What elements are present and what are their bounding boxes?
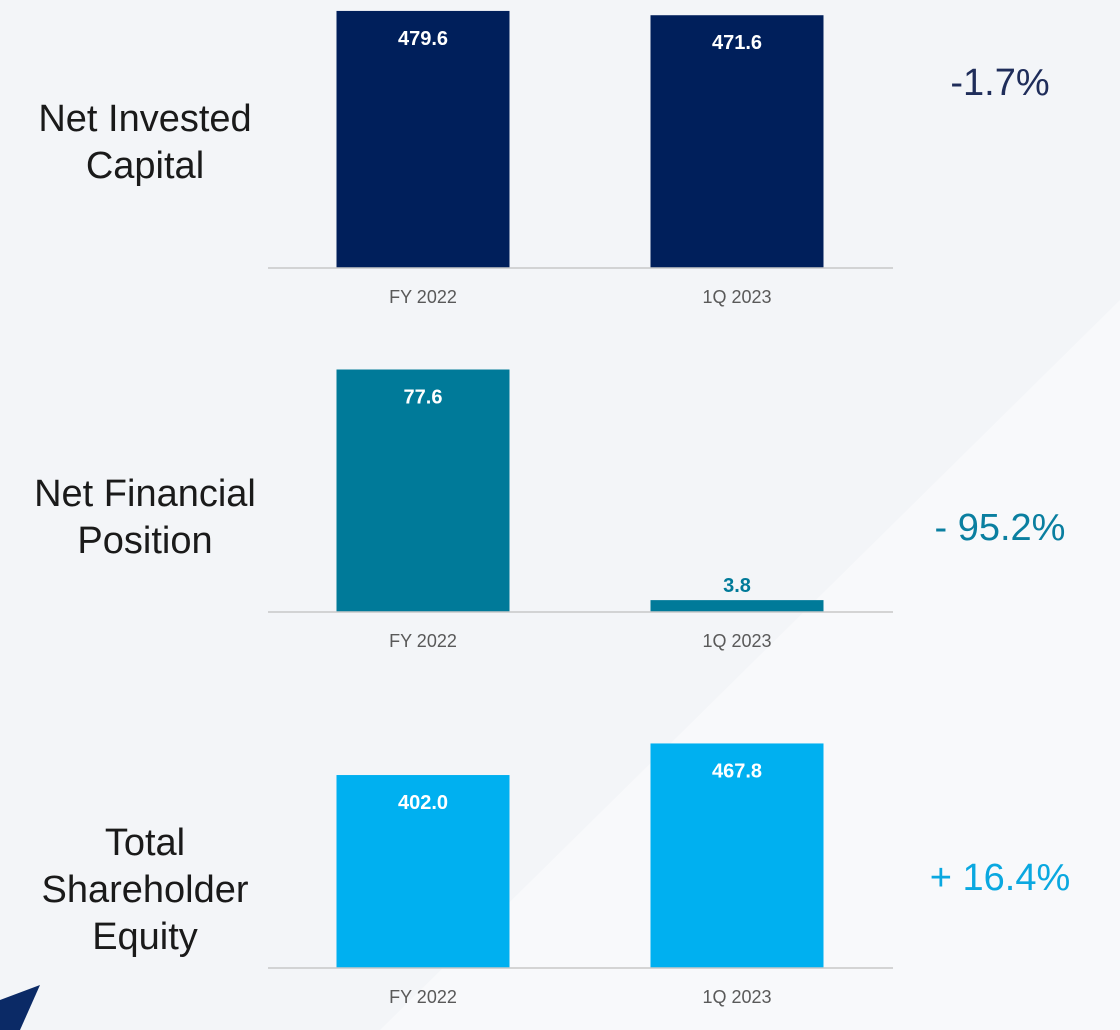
x-tick-label: FY 2022 <box>389 631 457 651</box>
bar <box>336 10 510 269</box>
annotation: -1.7% <box>950 62 1049 104</box>
panel-title: Total Shareholder Equity <box>41 821 249 958</box>
x-tick-label: 1Q 2023 <box>702 631 771 651</box>
x-tick-label: 1Q 2023 <box>702 287 771 307</box>
panel-title: Net Invested Capital <box>38 98 252 187</box>
logo <box>0 985 40 1030</box>
annotation: - 95.2% <box>935 507 1066 549</box>
panel-title: Net Financial Position <box>34 473 256 562</box>
value-label: 467.8 <box>712 760 762 782</box>
bar <box>650 15 824 269</box>
annotation: + 16.4% <box>930 857 1071 899</box>
bar <box>650 600 824 612</box>
background-shape <box>380 300 1120 1030</box>
x-tick-label: FY 2022 <box>389 287 457 307</box>
bar <box>336 775 510 968</box>
value-label: 402.0 <box>398 792 448 814</box>
bar <box>650 743 824 968</box>
bar <box>336 369 510 612</box>
value-label: 3.8 <box>723 575 751 597</box>
x-tick-label: FY 2022 <box>389 987 457 1007</box>
value-label: 471.6 <box>712 32 762 54</box>
value-label: 77.6 <box>404 387 443 409</box>
value-label: 479.6 <box>398 28 448 50</box>
x-tick-label: 1Q 2023 <box>702 987 771 1007</box>
